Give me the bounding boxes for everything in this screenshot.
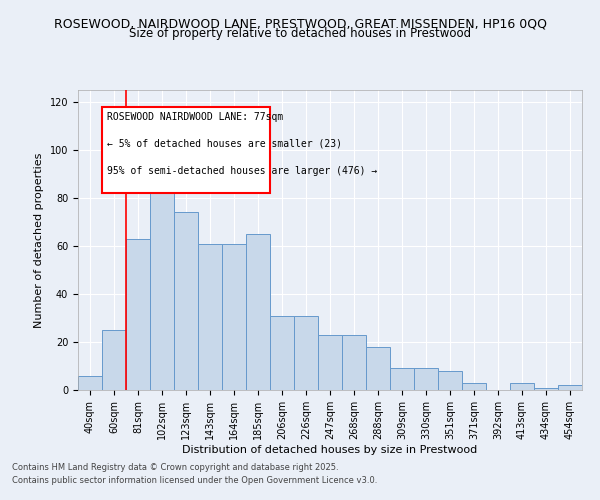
Text: 95% of semi-detached houses are larger (476) →: 95% of semi-detached houses are larger (… [107, 166, 377, 176]
Text: ← 5% of detached houses are smaller (23): ← 5% of detached houses are smaller (23) [107, 139, 342, 149]
Bar [102, 330, 126, 390]
Bar [246, 234, 270, 390]
Text: ROSEWOOD NAIRDWOOD LANE: 77sqm: ROSEWOOD NAIRDWOOD LANE: 77sqm [107, 112, 283, 122]
Y-axis label: Number of detached properties: Number of detached properties [34, 152, 44, 328]
Bar [270, 316, 294, 390]
Bar [390, 368, 414, 390]
Text: ROSEWOOD, NAIRDWOOD LANE, PRESTWOOD, GREAT MISSENDEN, HP16 0QQ: ROSEWOOD, NAIRDWOOD LANE, PRESTWOOD, GRE… [53, 18, 547, 30]
Bar [558, 385, 582, 390]
Bar [174, 212, 198, 390]
Bar [78, 376, 102, 390]
Bar [222, 244, 246, 390]
Bar [198, 244, 222, 390]
Text: Contains HM Land Registry data © Crown copyright and database right 2025.: Contains HM Land Registry data © Crown c… [12, 464, 338, 472]
Bar [438, 371, 462, 390]
Bar [294, 316, 318, 390]
Bar [510, 383, 534, 390]
Text: Size of property relative to detached houses in Prestwood: Size of property relative to detached ho… [129, 28, 471, 40]
Bar [414, 368, 438, 390]
Text: Contains public sector information licensed under the Open Government Licence v3: Contains public sector information licen… [12, 476, 377, 485]
Bar [366, 347, 390, 390]
Bar [126, 239, 150, 390]
Bar [150, 164, 174, 390]
Bar [342, 335, 366, 390]
Bar [318, 335, 342, 390]
Bar [102, 107, 270, 193]
X-axis label: Distribution of detached houses by size in Prestwood: Distribution of detached houses by size … [182, 444, 478, 454]
Bar [462, 383, 486, 390]
Bar [534, 388, 558, 390]
